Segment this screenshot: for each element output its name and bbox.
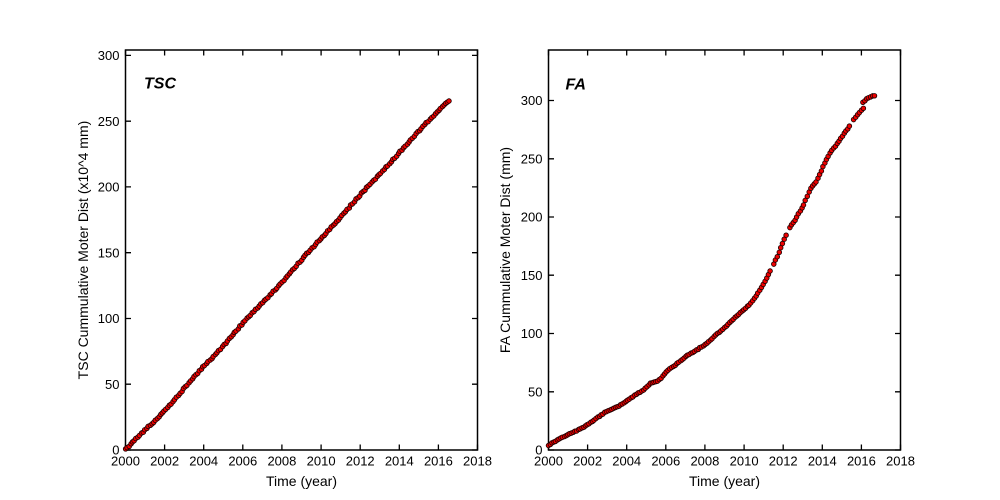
svg-text:300: 300 [98,48,120,63]
svg-text:100: 100 [98,311,120,326]
svg-text:2016: 2016 [424,454,453,469]
svg-text:2018: 2018 [886,454,915,469]
svg-text:250: 250 [521,151,543,166]
svg-text:300: 300 [521,93,543,108]
svg-text:FA: FA [566,77,586,94]
svg-text:2016: 2016 [847,454,876,469]
svg-text:200: 200 [98,180,120,195]
svg-text:2002: 2002 [573,454,602,469]
svg-text:0: 0 [112,443,119,458]
svg-text:Time (year): Time (year) [689,473,760,489]
svg-text:0: 0 [535,443,542,458]
svg-text:2012: 2012 [769,454,798,469]
svg-text:50: 50 [105,377,119,392]
svg-text:2018: 2018 [463,454,492,469]
svg-text:Time (year): Time (year) [266,473,337,489]
svg-text:2002: 2002 [150,454,179,469]
svg-text:50: 50 [528,384,542,399]
svg-text:FA Cummulative Moter Dist (mm): FA Cummulative Moter Dist (mm) [497,147,513,353]
svg-text:2010: 2010 [730,454,759,469]
svg-text:150: 150 [98,245,120,260]
svg-text:2010: 2010 [307,454,336,469]
svg-text:2014: 2014 [808,454,837,469]
svg-text:2004: 2004 [612,454,641,469]
svg-text:150: 150 [521,268,543,283]
svg-text:2008: 2008 [690,454,719,469]
svg-text:2012: 2012 [346,454,375,469]
svg-text:2008: 2008 [267,454,296,469]
svg-text:2006: 2006 [228,454,257,469]
svg-text:2000: 2000 [111,454,140,469]
svg-text:TSC Cummulative Moter Dist (x1: TSC Cummulative Moter Dist (x10^4 mm) [75,121,91,380]
svg-text:2014: 2014 [385,454,414,469]
svg-text:200: 200 [521,210,543,225]
svg-text:100: 100 [521,326,543,341]
svg-text:2006: 2006 [651,454,680,469]
svg-text:2000: 2000 [534,454,563,469]
svg-text:2004: 2004 [189,454,218,469]
svg-text:250: 250 [98,114,120,129]
svg-text:TSC: TSC [144,76,176,93]
